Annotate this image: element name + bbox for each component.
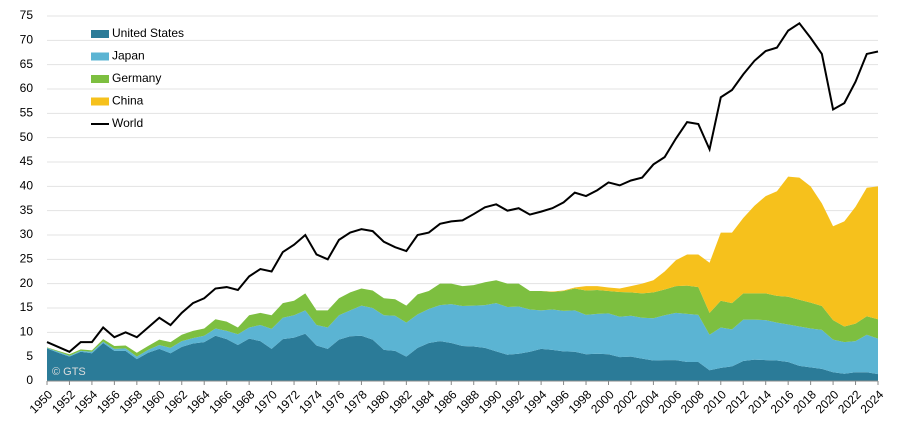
x-tick-label: 1952 (49, 387, 78, 416)
y-tick-label: 10 (20, 325, 34, 339)
x-tick-label: 1988 (453, 387, 482, 416)
legend-swatch (91, 30, 109, 38)
x-tick-label: 1960 (139, 387, 168, 416)
x-tick-label: 1956 (94, 387, 123, 416)
x-tick-label: 1990 (476, 387, 505, 416)
y-tick-label: 60 (20, 81, 34, 95)
x-tick-label: 1970 (251, 387, 280, 416)
y-tick-label: 35 (20, 203, 34, 217)
x-tick-label: 2012 (723, 387, 752, 416)
area (47, 333, 878, 381)
y-tick-label: 40 (20, 179, 34, 193)
x-tick-label: 2000 (588, 387, 617, 416)
y-tick-label: 45 (20, 154, 34, 168)
x-tick-label: 2010 (700, 387, 729, 416)
legend-label: China (112, 94, 144, 108)
x-tick-label: 2014 (745, 387, 774, 416)
y-tick-label: 65 (20, 57, 34, 71)
y-tick-label: 70 (20, 33, 34, 47)
x-tick-label: 1996 (543, 387, 572, 416)
x-tick-label: 2006 (655, 387, 684, 416)
legend-swatch (91, 97, 109, 106)
x-tick-label: 1982 (386, 387, 415, 416)
x-tick-label: 2020 (813, 387, 842, 416)
x-tick-label: 1976 (319, 387, 348, 416)
y-tick-label: 50 (20, 130, 34, 144)
x-tick-label: 1964 (184, 387, 213, 416)
x-tick-label: 1972 (274, 387, 303, 416)
x-tick-label: 1994 (521, 387, 550, 416)
x-tick-label: 1966 (206, 387, 235, 416)
x-tick-label: 1984 (408, 387, 437, 416)
area (47, 303, 878, 375)
legend-label: Japan (112, 49, 145, 63)
x-tick-label: 1954 (72, 387, 101, 416)
legend-label: World (112, 116, 143, 130)
x-tick-label: 1986 (431, 387, 460, 416)
y-tick-label: 20 (20, 276, 34, 290)
x-tick-label: 1950 (27, 387, 56, 416)
legend-swatch (91, 52, 109, 61)
legend-label: United States (112, 26, 184, 40)
x-tick-label: 2024 (858, 387, 887, 416)
x-tick-label: 2018 (790, 387, 819, 416)
legend-swatch (91, 75, 109, 83)
x-tick-label: 1978 (341, 387, 370, 416)
y-tick-label: 15 (20, 300, 34, 314)
world-line (46, 21, 879, 353)
x-tick-label: 1980 (363, 387, 392, 416)
x-tick-label: 1968 (229, 387, 258, 416)
x-tick-label: 2004 (633, 387, 662, 416)
annotation: © GTS (52, 366, 86, 378)
x-tick-label: 1962 (161, 387, 190, 416)
x-tick-label: 2008 (678, 387, 707, 416)
x-tick-label: 1958 (116, 387, 145, 416)
x-tick-label: 2022 (835, 387, 864, 416)
y-tick-label: 25 (20, 252, 34, 266)
x-tick-label: 1974 (296, 387, 325, 416)
x-tick-label: 2002 (611, 387, 640, 416)
y-tick-label: 5 (26, 349, 33, 363)
legend-label: Germany (112, 71, 161, 85)
y-tick-label: 55 (20, 106, 34, 120)
y-tick-label: 75 (20, 8, 34, 22)
y-tick-label: 0 (26, 373, 33, 387)
area (47, 176, 878, 355)
x-tick-label: 2016 (768, 387, 797, 416)
x-tick-label: 1992 (498, 387, 527, 416)
y-tick-label: 30 (20, 227, 34, 241)
area (47, 280, 878, 357)
x-tick-label: 1998 (566, 387, 595, 416)
